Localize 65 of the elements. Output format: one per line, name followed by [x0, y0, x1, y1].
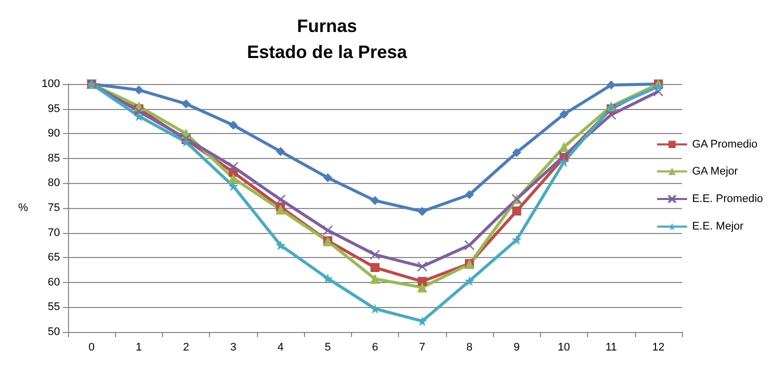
point	[464, 276, 474, 286]
x-tick-label: 4	[277, 342, 284, 354]
y-tick-label: 95	[48, 102, 60, 115]
y-tick-label: 55	[48, 301, 60, 314]
x-tick-label: 10	[558, 342, 570, 354]
x-tick-label: 7	[419, 342, 426, 354]
x-tick-label: 5	[324, 342, 331, 354]
point	[464, 190, 474, 200]
y-axis-title: %	[18, 202, 28, 214]
y-tick-label: 80	[48, 177, 60, 190]
x-tick-label: 0	[88, 342, 95, 354]
point	[276, 204, 286, 214]
y-tick-label: 85	[48, 152, 60, 164]
point	[322, 273, 333, 284]
point	[228, 120, 238, 130]
x-tick-label: 1	[136, 342, 142, 354]
point	[228, 162, 238, 172]
point	[418, 276, 427, 286]
legend-label: E.E. Mejor	[692, 220, 744, 233]
point	[134, 85, 144, 94]
x-tick-label: 12	[652, 342, 665, 354]
point	[134, 106, 144, 116]
point	[417, 261, 428, 272]
point	[322, 225, 333, 236]
point	[606, 110, 616, 120]
y-tick-label: 50	[48, 326, 60, 338]
y-tick-label: 60	[48, 276, 60, 288]
legend-label: GA Mejor	[692, 165, 738, 178]
y-tick-label: 90	[48, 128, 60, 140]
point	[512, 148, 522, 157]
y-tick-label: 65	[48, 252, 60, 264]
point	[134, 111, 144, 122]
point	[182, 99, 191, 108]
point	[559, 110, 568, 119]
point	[370, 250, 380, 260]
point	[228, 173, 238, 184]
x-tick-label: 3	[230, 342, 236, 354]
point	[512, 234, 522, 245]
point	[370, 263, 380, 272]
x-tick-label: 2	[183, 342, 190, 354]
y-tick-label: 100	[42, 78, 60, 90]
point	[228, 181, 238, 192]
y-tick-label: 75	[48, 202, 60, 214]
point	[370, 304, 380, 314]
point	[653, 86, 664, 97]
point	[512, 206, 522, 216]
point	[653, 81, 664, 92]
legend-label: GA Promedio	[692, 138, 758, 150]
point	[418, 206, 427, 216]
y-tick-label: 70	[48, 226, 60, 239]
point	[181, 137, 192, 148]
legend-label: E.E. Promedio	[692, 193, 763, 205]
point	[370, 274, 380, 284]
point	[417, 282, 428, 292]
point	[370, 196, 380, 206]
point	[276, 146, 286, 156]
point	[323, 173, 332, 182]
point	[558, 156, 569, 167]
point	[276, 240, 286, 250]
chart-title: Furnas Estado de la Presa	[246, 16, 408, 62]
x-tick-label: 9	[514, 342, 520, 354]
x-tick-label: 11	[605, 342, 617, 354]
x-tick-label: 6	[372, 342, 378, 354]
x-tick-label: 8	[466, 342, 473, 354]
point	[275, 194, 286, 205]
